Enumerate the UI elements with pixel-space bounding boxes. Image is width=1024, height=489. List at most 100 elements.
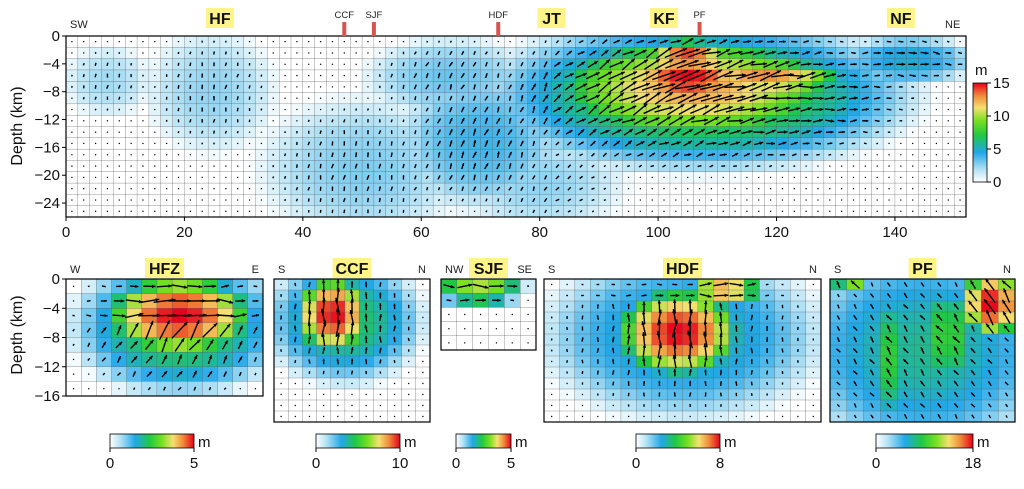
- slip-vector-arrow: [355, 119, 358, 123]
- slip-dot: [912, 176, 914, 179]
- slip-dot: [781, 210, 784, 213]
- slip-vector-arrow: [449, 84, 453, 90]
- slip-dot: [154, 142, 156, 145]
- slip-vector-arrow: [554, 129, 561, 136]
- slip-vector-arrow: [790, 141, 799, 146]
- slip-vector-arrow: [620, 105, 637, 114]
- slip-dot: [322, 393, 325, 396]
- slip-vector-arrow: [201, 62, 203, 67]
- slip-vector-arrow: [678, 104, 697, 116]
- slip-vector-arrow: [566, 348, 569, 353]
- main-y-axis-label: Depth (km): [9, 86, 26, 165]
- slip-vector-arrow: [862, 51, 869, 55]
- slip-dot: [485, 40, 488, 43]
- slip-vector-arrow: [596, 294, 600, 297]
- slip-dot: [935, 188, 938, 190]
- x-tick-label: 120: [764, 224, 789, 241]
- slip-dot: [367, 74, 369, 77]
- slip-vector-arrow: [390, 73, 394, 78]
- slip-dot: [118, 154, 120, 156]
- slip-vector-arrow: [797, 316, 799, 319]
- colorbar-ramp: [315, 433, 401, 449]
- slip-vector-arrow: [414, 61, 417, 67]
- slip-dot: [393, 371, 396, 374]
- slip-vector-arrow: [742, 140, 752, 147]
- slip-dot: [852, 154, 855, 156]
- slip-dot: [935, 97, 938, 99]
- slip-dot: [935, 154, 938, 156]
- slip-dot: [322, 404, 325, 407]
- slip-dot: [675, 188, 677, 190]
- slip-dot: [597, 404, 599, 407]
- slip-vector-arrow: [460, 61, 465, 67]
- slip-dot: [797, 415, 799, 418]
- y-tick-label: 0: [52, 271, 60, 288]
- slip-dot: [225, 154, 227, 156]
- slip-dot: [566, 415, 568, 418]
- slip-vector-arrow: [414, 96, 417, 101]
- slip-dot: [130, 199, 132, 201]
- slip-dot: [130, 165, 132, 167]
- slip-dot: [319, 86, 322, 88]
- slip-vector-arrow: [236, 119, 239, 123]
- slip-dot: [746, 188, 748, 190]
- slip-vector-arrow: [837, 119, 846, 123]
- slip-vector-arrow: [550, 349, 553, 352]
- slip-vector-arrow: [165, 74, 168, 77]
- slip-dot: [422, 360, 424, 363]
- slip-vector-arrow: [864, 40, 867, 43]
- slip-vector-arrow: [260, 96, 263, 100]
- slip-vector-arrow: [508, 151, 513, 158]
- slip-vector-arrow: [133, 387, 136, 391]
- slip-vector-arrow: [702, 103, 721, 116]
- panel-colorbar: m0 8: [632, 433, 737, 472]
- slip-dot: [71, 120, 73, 122]
- slip-vector-arrow: [437, 175, 441, 180]
- slip-dot: [698, 188, 701, 190]
- slip-vector-arrow: [876, 142, 879, 145]
- slip-vector-arrow: [742, 39, 752, 44]
- slip-dot: [177, 176, 180, 179]
- slip-vector-arrow: [390, 96, 393, 100]
- slip-dot: [154, 120, 156, 122]
- slip-vector-arrow: [484, 139, 489, 148]
- slip-dot: [296, 86, 298, 88]
- slip-vector-arrow: [449, 72, 453, 79]
- slip-dot: [722, 188, 724, 190]
- slip-dot: [797, 382, 799, 385]
- slip-vector-arrow: [426, 186, 429, 191]
- slip-vector-arrow: [598, 104, 611, 115]
- slip-vector-arrow: [472, 162, 477, 170]
- slip-dot: [710, 176, 713, 179]
- slip-dot: [239, 387, 241, 390]
- slip-dot: [272, 120, 274, 122]
- slip-dot: [675, 199, 677, 201]
- slip-vector-arrow: [543, 186, 548, 191]
- slip-dot: [812, 305, 815, 308]
- slip-vector-arrow: [201, 118, 203, 123]
- slip-dot: [213, 188, 215, 190]
- slip-vector-arrow: [849, 107, 858, 112]
- slip-dot: [734, 176, 736, 179]
- slip-vector-arrow: [413, 84, 417, 90]
- slip-dot: [663, 176, 665, 179]
- slip-vector-arrow: [355, 197, 358, 203]
- slip-dot: [735, 415, 738, 418]
- slip-dot: [935, 120, 938, 122]
- slip-vector-arrow: [886, 40, 892, 43]
- slip-vector-arrow: [633, 116, 648, 126]
- slip-dot: [308, 97, 310, 99]
- slip-dot: [284, 52, 286, 54]
- slip-vector-arrow: [342, 163, 346, 169]
- slip-vector-arrow: [791, 40, 798, 43]
- slip-vector-arrow: [472, 117, 477, 125]
- slip-vector-arrow: [704, 404, 707, 407]
- slip-vector-arrow: [827, 142, 833, 145]
- slip-vector-arrow: [283, 175, 287, 179]
- slip-dot: [422, 316, 424, 319]
- slip-dot: [698, 199, 701, 201]
- slip-vector-arrow: [236, 130, 239, 134]
- slip-vector-arrow: [611, 283, 616, 286]
- slip-dot: [923, 108, 926, 111]
- slip-dot: [422, 393, 424, 396]
